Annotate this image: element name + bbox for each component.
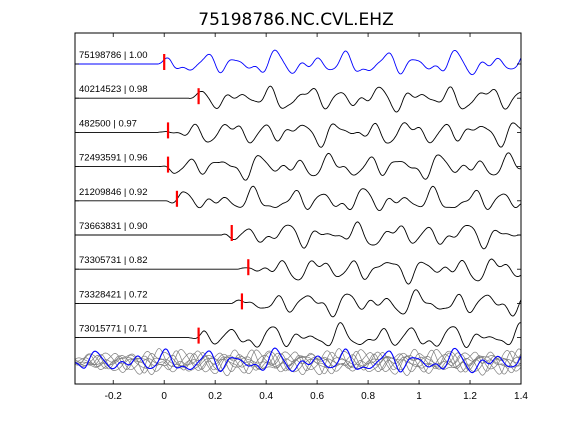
trace-line [75, 85, 522, 113]
trace-40214523: 40214523 | 0.98 [75, 84, 522, 113]
trace-73328421: 73328421 | 0.72 [75, 289, 522, 318]
trace-482500: 482500 | 0.97 [75, 118, 522, 148]
trace-75198786: 75198786 | 1.00 [75, 49, 522, 76]
x-tick-label: 0.6 [310, 391, 324, 402]
axes-frame [74, 32, 522, 385]
trace-21209846: 21209846 | 0.92 [75, 185, 522, 212]
x-tick-label: 1.4 [514, 391, 528, 402]
trace-73305731: 73305731 | 0.82 [75, 255, 522, 285]
trace-72493591: 72493591 | 0.96 [75, 152, 522, 181]
trace-73663831: 73663831 | 0.90 [75, 221, 522, 250]
stack-trace [74, 351, 522, 377]
trace-label: 73015771 | 0.71 [79, 324, 148, 335]
trace-line [75, 258, 522, 285]
trace-label: 73663831 | 0.90 [79, 221, 148, 232]
x-tick-label: 1 [416, 391, 422, 402]
x-tick-label: 1.2 [463, 391, 477, 402]
stack-trace [74, 350, 522, 376]
trace-label: 21209846 | 0.92 [79, 187, 148, 198]
x-tick-label: 0.2 [208, 391, 222, 402]
x-tick-label: 0 [161, 391, 167, 402]
trace-line [75, 221, 522, 250]
stack-trace [74, 348, 522, 373]
trace-label: 73305731 | 0.82 [79, 255, 148, 266]
trace-label: 73328421 | 0.72 [79, 289, 148, 300]
trace-line [75, 152, 522, 181]
trace-label: 72493591 | 0.96 [79, 153, 148, 164]
trace-line [75, 49, 522, 76]
trace-line [75, 122, 522, 148]
trace-label: 40214523 | 0.98 [79, 84, 148, 95]
trace-73015771: 73015771 | 0.71 [75, 322, 522, 348]
plot-area: 75198786 | 1.00 40214523 | 0.98 482500 | 0… [74, 33, 528, 402]
chart-title: 75198786.NC.CVL.EHZ [198, 10, 393, 30]
stack-overlay [74, 347, 522, 377]
x-tick-label: 0.4 [259, 391, 273, 402]
trace-label: 482500 | 0.97 [79, 118, 137, 129]
x-tick-label: -0.2 [105, 391, 123, 402]
trace-line [75, 185, 522, 212]
trace-label: 75198786 | 1.00 [79, 50, 148, 61]
stack-trace [74, 350, 522, 376]
trace-line [75, 289, 522, 318]
trace-line [75, 322, 522, 348]
x-tick-label: 0.8 [361, 391, 375, 402]
stack-reference-trace [74, 347, 522, 374]
